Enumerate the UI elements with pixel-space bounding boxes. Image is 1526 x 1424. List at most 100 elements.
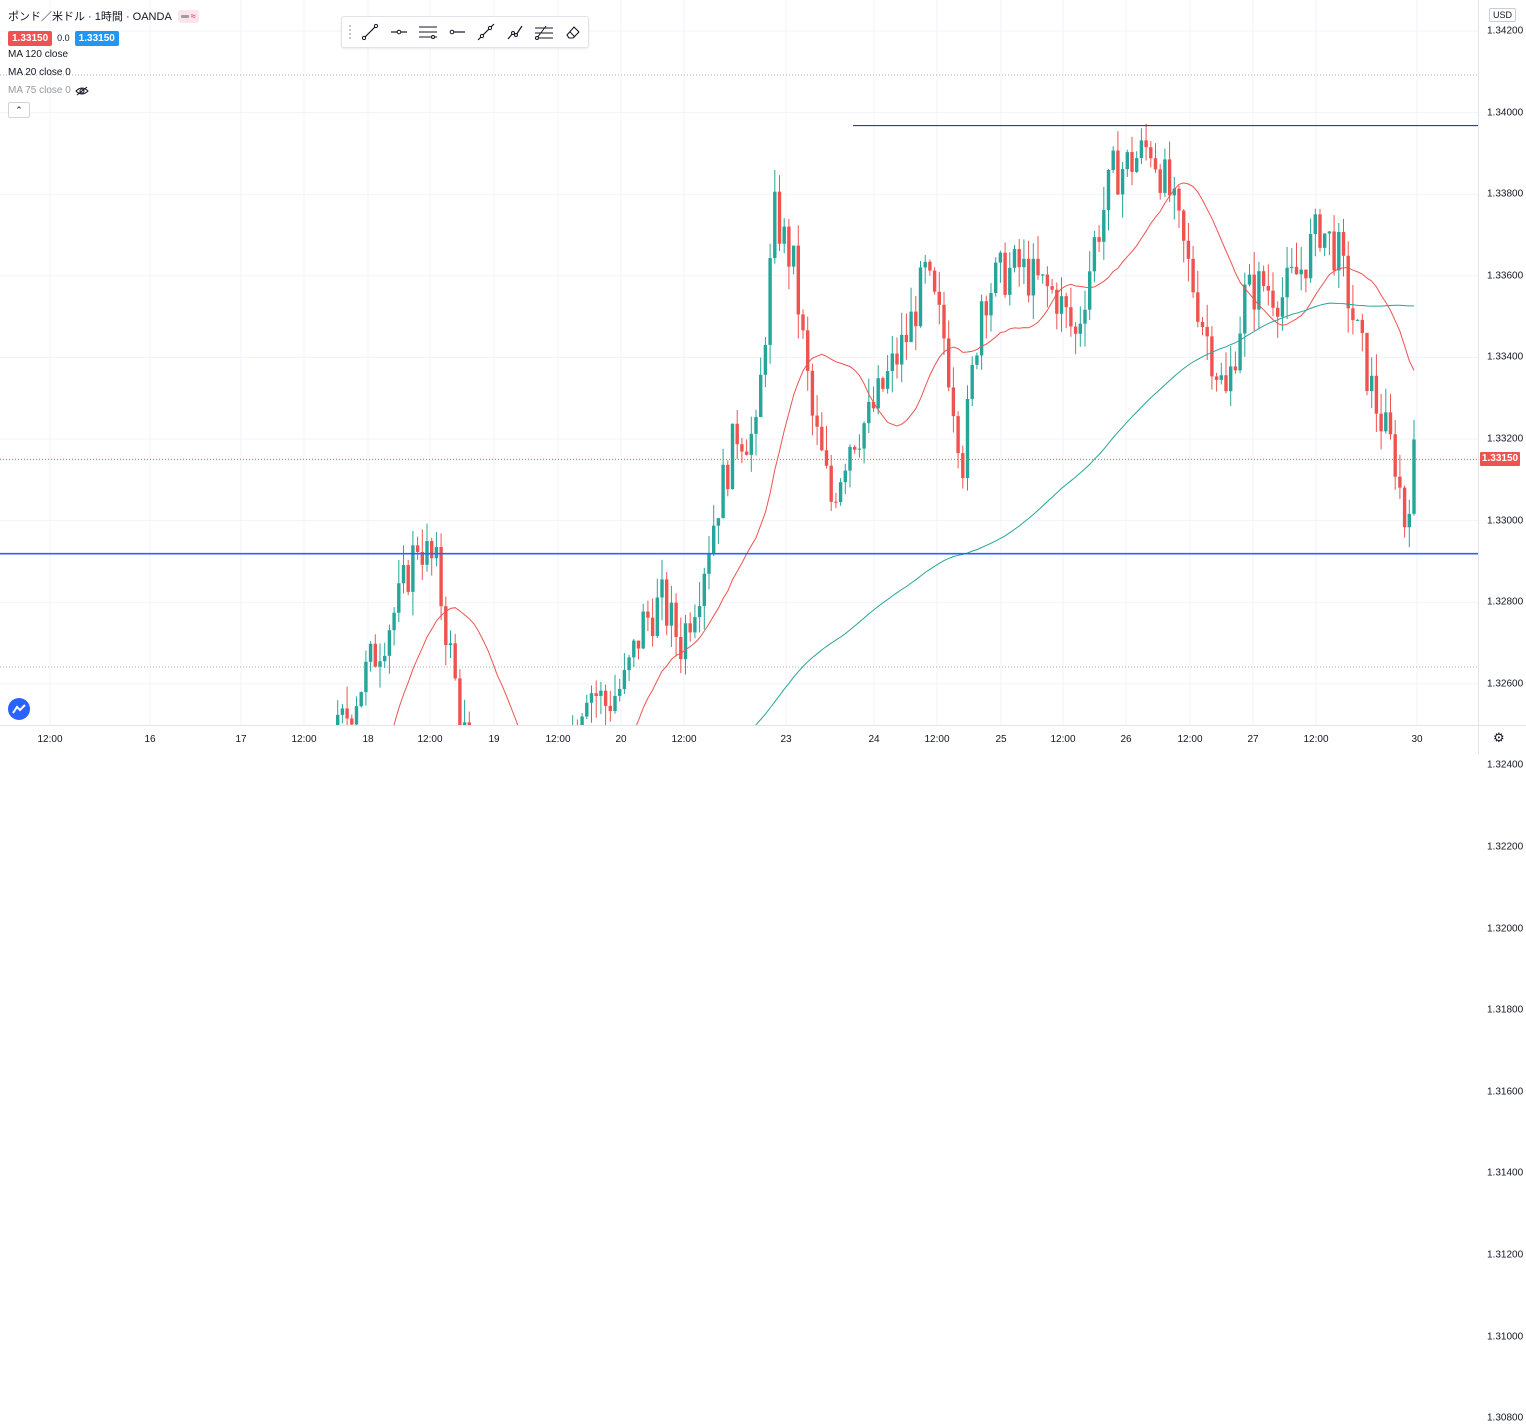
candle-body [622, 670, 627, 690]
collapse-legend-button[interactable]: ⌃ [8, 102, 30, 118]
price-tick: 1.33400 [1487, 351, 1524, 363]
candle-body [782, 226, 786, 244]
candle-body [843, 470, 847, 483]
indicator-ma20[interactable]: MA 20 close 0 [8, 67, 71, 78]
candle-body [1182, 210, 1186, 241]
market-status-badge[interactable]: ≈ [177, 9, 199, 23]
parallel-channel-icon[interactable] [413, 18, 442, 46]
time-tick: 25 [995, 734, 1007, 745]
candle-body [744, 451, 749, 455]
tradingview-logo-icon[interactable] [8, 698, 30, 720]
candle-body [994, 262, 998, 294]
candle-body [1106, 170, 1111, 210]
horizontal-line-icon[interactable] [442, 18, 471, 46]
trend-line-icon[interactable] [355, 18, 384, 46]
candle-body [1073, 326, 1078, 334]
candle-body [1370, 375, 1374, 392]
symbol-title[interactable]: ポンド／米ドル · 1時間 · OANDA [8, 11, 172, 23]
eraser-icon[interactable] [558, 18, 587, 46]
candle-body [434, 546, 439, 559]
candle-body [918, 267, 923, 327]
multi-point-line-icon[interactable] [500, 18, 529, 46]
chart-legend: ポンド／米ドル · 1時間 · OANDA ≈ 1.33150 0.0 1.33… [8, 6, 199, 118]
candle-body [829, 465, 833, 502]
candle-body [1224, 375, 1228, 392]
candle-body [1116, 150, 1120, 195]
price-tick: 1.33000 [1487, 515, 1524, 527]
candle-body [406, 565, 410, 592]
candle-body [857, 448, 862, 450]
drag-handle-icon[interactable] [345, 22, 355, 42]
extended-line-icon[interactable] [471, 18, 500, 46]
candle-body [759, 374, 763, 418]
candle-body [956, 416, 960, 454]
candle-body [1290, 266, 1294, 268]
candle-body [1003, 252, 1007, 295]
candle-body [1304, 269, 1308, 279]
candle-body [1266, 285, 1270, 291]
candle-body [650, 617, 655, 637]
candle-body [660, 579, 664, 598]
candle-body [1276, 307, 1280, 317]
candle-body [336, 714, 340, 725]
candle-body [669, 602, 674, 626]
candle-body [401, 565, 406, 584]
time-axis[interactable]: 12:00 16 17 12:00 18 12:00 19 12:00 20 12:00 23 24 1… [0, 725, 1478, 754]
time-tick: 23 [780, 734, 792, 745]
candle-body [947, 338, 951, 388]
candle-body [928, 261, 932, 271]
horizontal-ray-icon[interactable] [384, 18, 413, 46]
candle-body [1398, 476, 1402, 488]
candle-body [1200, 321, 1205, 327]
candle-body [1041, 274, 1045, 276]
candle-body [392, 612, 396, 631]
candle-body [970, 364, 974, 399]
candle-body [453, 643, 457, 679]
candle-body [876, 378, 880, 409]
candle-body [914, 311, 918, 327]
candle-body [942, 304, 946, 339]
price-tick: 1.31200 [1487, 1249, 1524, 1261]
candle-body [1125, 152, 1129, 170]
indicator-ma120[interactable]: MA 120 close [8, 49, 69, 60]
bid-price[interactable]: 1.33150 [8, 30, 53, 46]
indicator-ma75[interactable]: MA 75 close 0 [8, 82, 199, 100]
candle-body [373, 643, 377, 667]
candle-body [1149, 147, 1153, 159]
time-tick: 12:00 [671, 734, 697, 745]
price-tick: 1.31400 [1487, 1167, 1524, 1179]
eye-crossed-icon[interactable] [75, 86, 89, 96]
settings-gear-icon[interactable]: ⚙ [1493, 730, 1505, 745]
ask-price[interactable]: 1.33150 [74, 30, 119, 46]
candle-body [1210, 336, 1214, 377]
price-axis[interactable]: 1.34200 1.34000 1.33800 1.33600 1.33400 1.332… [1478, 0, 1526, 1424]
candle-body [1088, 271, 1092, 310]
candle-body [885, 371, 890, 389]
candle-body [674, 602, 678, 638]
currency-label[interactable]: USD [1489, 8, 1517, 22]
chart-canvas[interactable] [0, 0, 1478, 725]
candle-body [1177, 188, 1181, 211]
candle-body [368, 643, 373, 662]
candle-body [707, 553, 711, 574]
candle-body [1384, 412, 1388, 432]
candle-body [965, 398, 970, 479]
axis-corner [1478, 725, 1526, 754]
spread-value: 0.0 [57, 33, 70, 43]
candle-body [1008, 267, 1012, 295]
candle-body [1337, 231, 1341, 271]
candle-body [1252, 274, 1256, 310]
candle-body [378, 661, 382, 667]
candle-body [1064, 296, 1068, 308]
candle-body [1233, 366, 1238, 371]
fib-retracement-icon[interactable] [529, 18, 558, 46]
candle-body [763, 344, 768, 375]
candle-body [632, 640, 636, 658]
candle-body [608, 705, 612, 712]
candle-body [1050, 286, 1054, 290]
price-tick: 1.31800 [1487, 1004, 1524, 1016]
candle-body [998, 252, 1003, 263]
candle-body [1139, 140, 1144, 159]
candle-body [448, 643, 453, 646]
candle-body [430, 541, 434, 559]
